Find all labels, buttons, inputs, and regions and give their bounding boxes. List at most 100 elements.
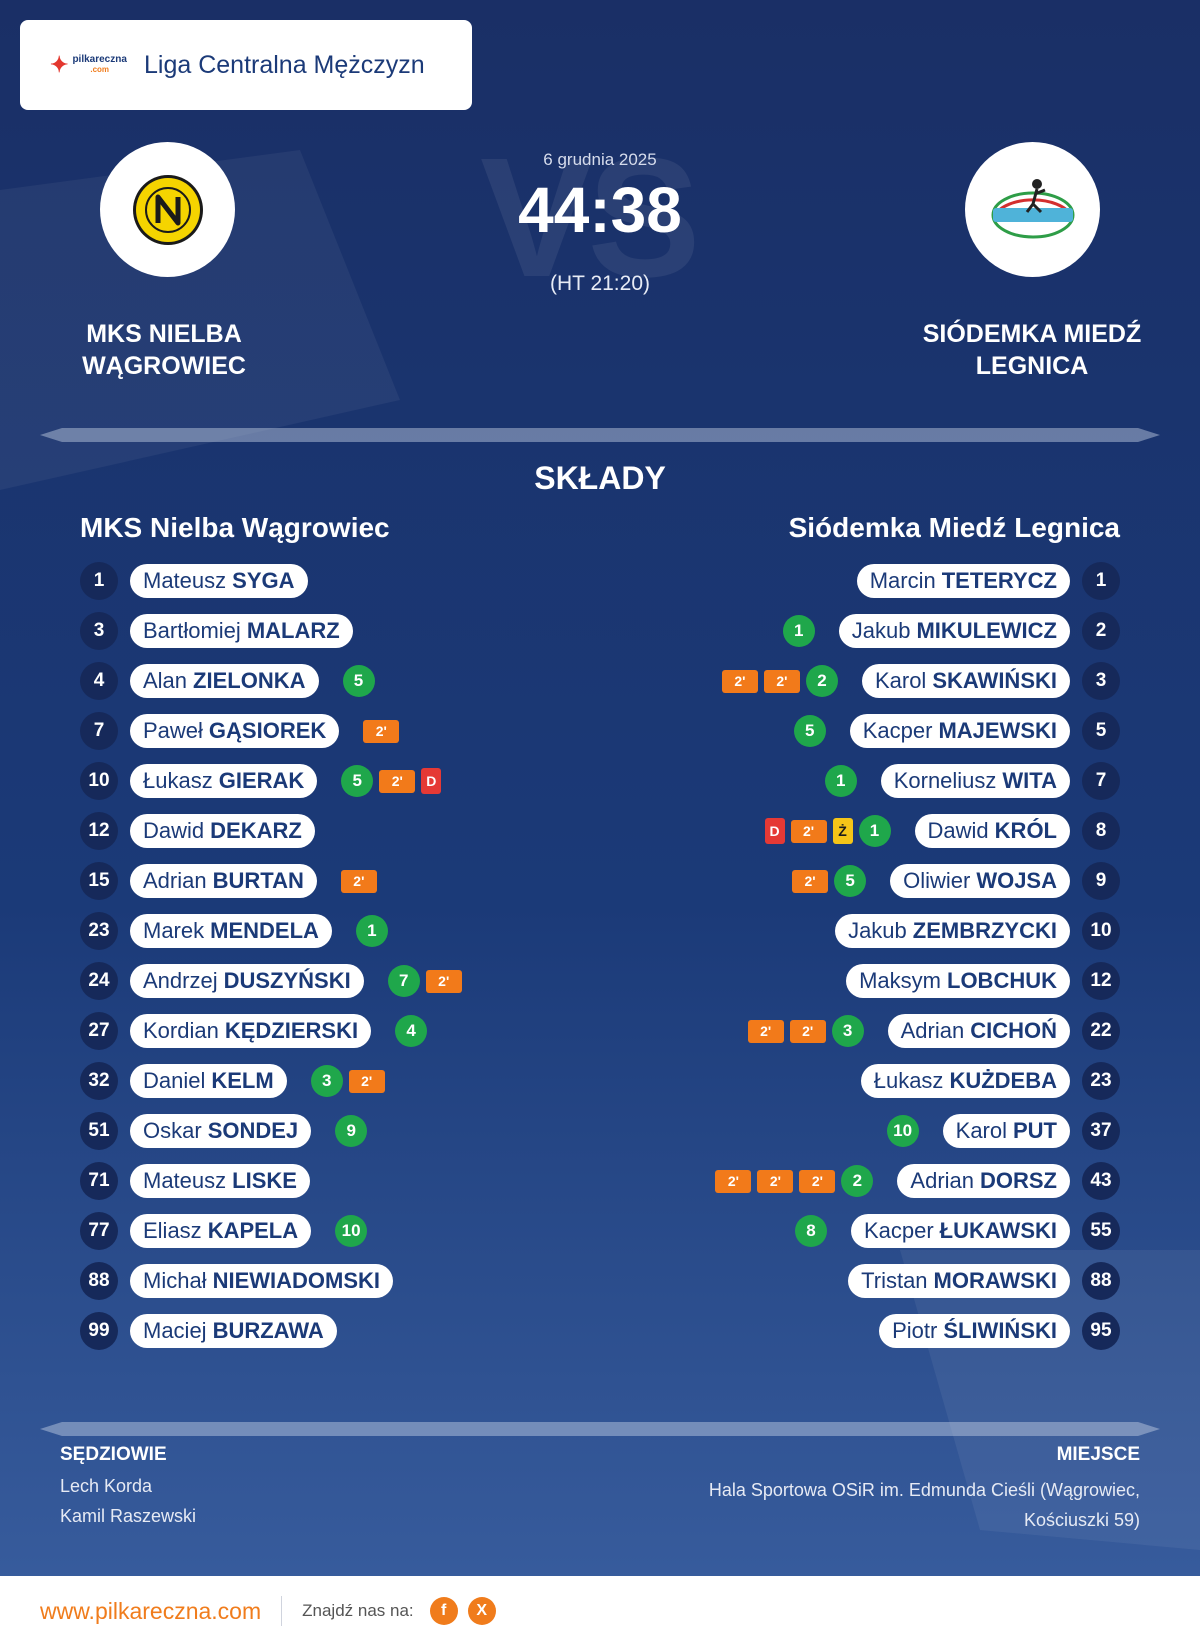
player-name-pill: Adrian DORSZ: [897, 1164, 1070, 1198]
player-row: 3 Karol SKAWIŃSKI 2 2' 2': [540, 656, 1120, 706]
player-number: 5: [1082, 712, 1120, 750]
player-first-name: Mateusz: [143, 1168, 227, 1193]
player-stats: 2': [363, 719, 400, 743]
player-stats: 9: [335, 1115, 368, 1147]
player-first-name: Oliwier: [903, 868, 971, 893]
find-us-label: Znajdź nas na:: [302, 1601, 414, 1620]
player-last-name: NIEWIADOMSKI: [212, 1268, 381, 1293]
player-number: 51: [80, 1112, 118, 1150]
player-name-pill: Karol SKAWIŃSKI: [861, 664, 1070, 698]
suspension-badge: 2': [789, 1019, 826, 1043]
player-row: 23 Marek MENDELA 1: [80, 906, 660, 956]
player-name-pill: Jakub ZEMBRZYCKI: [835, 914, 1070, 948]
player-first-name: Karol: [955, 1118, 1007, 1143]
player-last-name: TETERYCZ: [941, 568, 1057, 593]
away-roster-title: Siódemka Miedź Legnica: [788, 512, 1120, 543]
player-name-pill: Tristan MORAWSKI: [848, 1264, 1070, 1298]
player-number: 1: [1082, 562, 1120, 600]
player-name-pill: Korneliusz WITA: [880, 764, 1070, 798]
player-row: 15 Adrian BURTAN 2': [80, 856, 660, 906]
player-first-name: Michał: [143, 1268, 207, 1293]
player-last-name: KĘDZIERSKI: [224, 1018, 359, 1043]
player-name-pill: Jakub MIKULEWICZ: [838, 614, 1070, 648]
vs-watermark: VS: [480, 123, 701, 313]
player-last-name: ZIELONKA: [193, 668, 306, 693]
player-number: 88: [1082, 1262, 1120, 1300]
player-first-name: Piotr: [892, 1318, 938, 1343]
player-row: 77 Eliasz KAPELA 10: [80, 1206, 660, 1256]
suspension-badge: 2': [379, 769, 416, 793]
player-name-pill: Dawid DEKARZ: [130, 814, 315, 848]
handball-player-icon: ✦: [50, 52, 69, 77]
player-row: 55 Kacper ŁUKAWSKI 8: [540, 1206, 1120, 1256]
player-row: 99 Maciej BURZAWA: [80, 1306, 660, 1356]
player-name-pill: Daniel KELM: [130, 1064, 287, 1098]
player-last-name: ŚLIWIŃSKI: [943, 1318, 1057, 1343]
player-stats: 5: [793, 715, 826, 747]
divider-top: [40, 428, 1160, 442]
player-first-name: Adrian: [143, 868, 207, 893]
player-first-name: Łukasz: [873, 1068, 944, 1093]
suspension-badge: 2': [790, 819, 827, 843]
home-team-name-line2: WĄGROWIEC: [82, 352, 246, 380]
goals-badge: 5: [793, 715, 826, 747]
player-stats: 5 2': [792, 865, 867, 897]
goals-badge: 1: [824, 765, 857, 797]
player-last-name: WOJSA: [976, 868, 1057, 893]
player-number: 77: [80, 1212, 118, 1250]
player-last-name: ŁUKAWSKI: [939, 1218, 1057, 1243]
nielba-crest-icon: [132, 174, 203, 245]
player-last-name: SKAWIŃSKI: [932, 668, 1057, 693]
player-stats: 10: [886, 1115, 919, 1147]
player-row: 3 Bartłomiej MALARZ: [80, 606, 660, 656]
league-header: ✦ pilkareczna .com Liga Centralna Mężczy…: [20, 20, 472, 110]
player-stats: 1: [355, 915, 388, 947]
player-stats: 7 2': [387, 965, 462, 997]
player-number: 12: [1082, 962, 1120, 1000]
player-row: 12 Maksym LOBCHUK: [540, 956, 1120, 1006]
player-name-pill: Kordian KĘDZIERSKI: [130, 1014, 372, 1048]
player-row: 10 Jakub ZEMBRZYCKI: [540, 906, 1120, 956]
player-first-name: Andrzej: [143, 968, 218, 993]
suspension-badge: 2': [340, 869, 377, 893]
player-stats: 3 2' 2': [747, 1015, 864, 1047]
player-last-name: KRÓL: [994, 818, 1057, 843]
player-number: 43: [1082, 1162, 1120, 1200]
player-stats: 2 2' 2': [721, 665, 838, 697]
player-first-name: Alan: [143, 668, 188, 693]
player-last-name: SYGA: [232, 568, 295, 593]
squads-heading: SKŁADY: [534, 460, 666, 496]
player-row: 71 Mateusz LISKE: [80, 1156, 660, 1206]
player-row: 22 Adrian CICHOŃ 3 2' 2': [540, 1006, 1120, 1056]
suspension-badge: 2': [721, 669, 758, 693]
goals-badge: 1: [355, 915, 388, 947]
player-row: 8 Dawid KRÓL 1 Ż 2' D: [540, 806, 1120, 856]
player-name-pill: Bartłomiej MALARZ: [130, 614, 353, 648]
player-number: 99: [80, 1312, 118, 1350]
player-last-name: ZEMBRZYCKI: [912, 918, 1057, 943]
player-number: 95: [1082, 1312, 1120, 1350]
suspension-badge: 2': [363, 719, 400, 743]
player-row: 4 Alan ZIELONKA 5: [80, 656, 660, 706]
website-link[interactable]: www.pilkareczna.com: [40, 1597, 262, 1624]
yellow-card-badge: Ż: [832, 818, 853, 844]
player-number: 24: [80, 962, 118, 1000]
player-number: 3: [80, 612, 118, 650]
player-first-name: Paweł: [143, 718, 203, 743]
player-name-pill: Piotr ŚLIWIŃSKI: [879, 1314, 1070, 1348]
goals-badge: 8: [794, 1215, 827, 1247]
player-first-name: Adrian: [910, 1168, 974, 1193]
referees-label: SĘDZIOWIE: [60, 1444, 167, 1465]
x-twitter-icon[interactable]: X: [467, 1597, 496, 1625]
player-last-name: MENDELA: [210, 918, 319, 943]
player-name-pill: Karol PUT: [942, 1114, 1070, 1148]
player-number: 55: [1082, 1212, 1120, 1250]
facebook-icon[interactable]: f: [429, 1597, 458, 1625]
venue-label: MIEJSCE: [1056, 1444, 1140, 1465]
player-last-name: MIKULEWICZ: [916, 618, 1057, 643]
player-name-pill: Adrian BURTAN: [130, 864, 317, 898]
player-first-name: Dawid: [143, 818, 205, 843]
player-stats: 5: [342, 665, 375, 697]
player-name-pill: Alan ZIELONKA: [130, 664, 319, 698]
player-number: 71: [80, 1162, 118, 1200]
